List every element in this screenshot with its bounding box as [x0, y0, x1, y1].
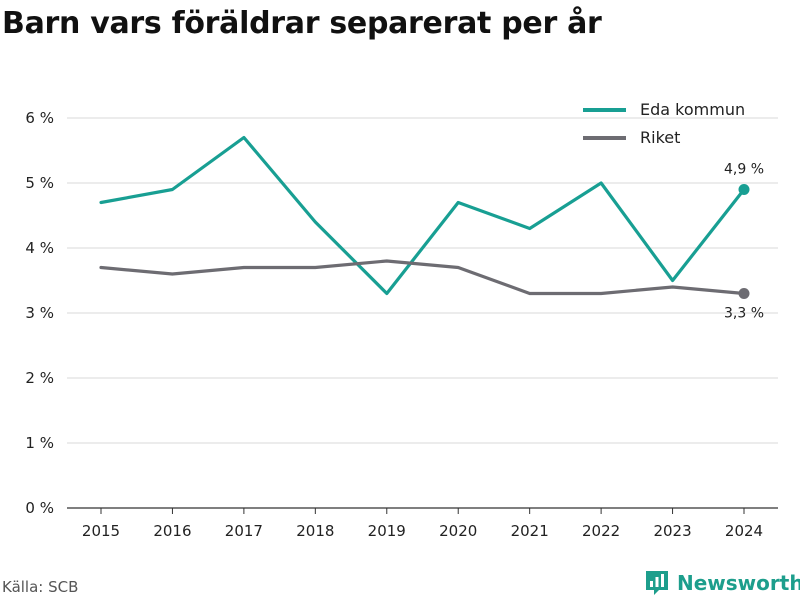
x-tick-label: 2016 [153, 522, 191, 540]
y-tick-label: 0 % [25, 499, 54, 517]
x-tick-label: 2017 [225, 522, 263, 540]
x-tick-label: 2019 [368, 522, 406, 540]
legend: Eda kommun Riket [583, 100, 745, 147]
brand-logo[interactable]: Newsworthy [645, 570, 800, 596]
newsworthy-logo-icon [646, 571, 668, 595]
series-endpoint-1 [738, 288, 750, 299]
series-endpoint-0 [738, 184, 750, 195]
legend-label: Riket [640, 128, 680, 147]
x-tick-label: 2022 [582, 522, 620, 540]
end-value-label: 3,3 % [724, 306, 764, 322]
series-line-0 [99, 135, 746, 296]
x-tick-label: 2023 [653, 522, 691, 540]
y-tick-label: 4 % [25, 239, 54, 257]
y-tick-label: 1 % [25, 434, 54, 452]
y-tick-label: 3 % [25, 304, 54, 322]
x-tick-label: 2018 [296, 522, 334, 540]
series-line-1 [99, 259, 746, 296]
y-tick-label: 5 % [25, 174, 54, 192]
end-value-label: 4,9 % [724, 162, 764, 178]
x-tick-label: 2020 [439, 522, 477, 540]
source-note: Källa: SCB [2, 578, 79, 596]
brand-name: Newsworthy [677, 571, 800, 595]
x-tick-label: 2024 [725, 522, 763, 540]
x-tick-label: 2015 [82, 522, 120, 540]
y-tick-label: 2 % [25, 369, 54, 387]
axis-layer: 0 % 1 % 2 % 3 % 4 % 5 % 6 % 2015 2016 2017 2018 201… [25, 109, 778, 540]
legend-label: Eda kommun [640, 100, 745, 119]
y-tick-label: 6 % [25, 109, 54, 127]
series-layer: 4,9 % 3,3 % [99, 135, 764, 322]
x-tick-label: 2021 [511, 522, 549, 540]
chart-title: Barn vars föräldrar separerat per år [2, 6, 602, 41]
